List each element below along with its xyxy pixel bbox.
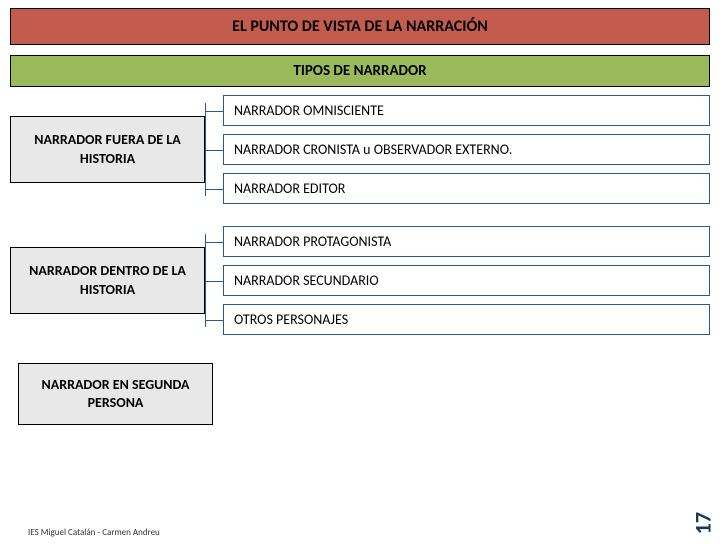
item-otros: OTROS PERSONAJES <box>223 304 710 335</box>
footer-text: IES Miguel Catalán - Carmen Andreu <box>28 527 160 538</box>
item-editor: NARRADOR EDITOR <box>223 173 710 204</box>
items-fuera: NARRADOR OMNISCIENTE NARRADOR CRONISTA u… <box>223 95 710 204</box>
title-bar: EL PUNTO DE VISTA DE LA NARRACIÓN <box>10 8 710 45</box>
items-dentro: NARRADOR PROTAGONISTA NARRADOR SECUNDARI… <box>223 226 710 335</box>
category-segunda-persona: NARRADOR EN SEGUNDA PERSONA <box>18 363 213 425</box>
item-cronista: NARRADOR CRONISTA u OBSERVADOR EXTERNO. <box>223 134 710 165</box>
category-fuera: NARRADOR FUERA DE LA HISTORIA <box>10 116 205 182</box>
item-omnisciente: NARRADOR OMNISCIENTE <box>223 95 710 126</box>
subtitle-text: TIPOS DE NARRADOR <box>293 62 426 80</box>
item-protagonista: NARRADOR PROTAGONISTA <box>223 226 710 257</box>
subtitle-bar: TIPOS DE NARRADOR <box>10 55 710 87</box>
page-number: 17 <box>689 512 716 534</box>
category-dentro: NARRADOR DENTRO DE LA HISTORIA <box>10 247 205 313</box>
item-secundario: NARRADOR SECUNDARIO <box>223 265 710 296</box>
group-fuera: NARRADOR FUERA DE LA HISTORIA NARRADOR O… <box>10 95 710 204</box>
title-text: EL PUNTO DE VISTA DE LA NARRACIÓN <box>232 17 488 36</box>
group-dentro: NARRADOR DENTRO DE LA HISTORIA NARRADOR … <box>10 226 710 335</box>
